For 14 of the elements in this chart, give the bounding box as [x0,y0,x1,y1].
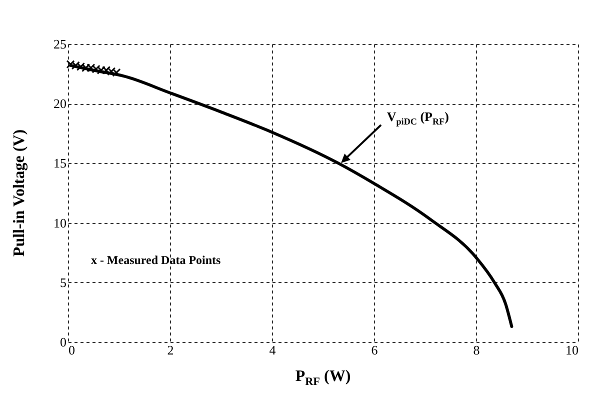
y-tick-label: 10 [54,215,66,230]
x-tick-label: 10 [566,342,578,358]
annotation: x - Measured Data Points [90,252,221,268]
y-tick-label: 20 [54,96,66,112]
x-tick-label: 8 [473,342,480,358]
y-tick-label: 5 [60,274,66,290]
y-tick-label: 25 [54,36,66,52]
x-tick-label: 4 [269,342,276,358]
x-tick-label: 2 [167,342,174,358]
y-tick-label: 15 [54,156,66,171]
annotation: V$_{piDC}$ (P$_{RF}$) [386,109,449,127]
y-axis-title: Pull-in Voltage (V) [11,129,29,257]
x-axis-title: P$_{RF}$ (W) [295,368,351,388]
x-tick-label: 6 [371,342,378,358]
